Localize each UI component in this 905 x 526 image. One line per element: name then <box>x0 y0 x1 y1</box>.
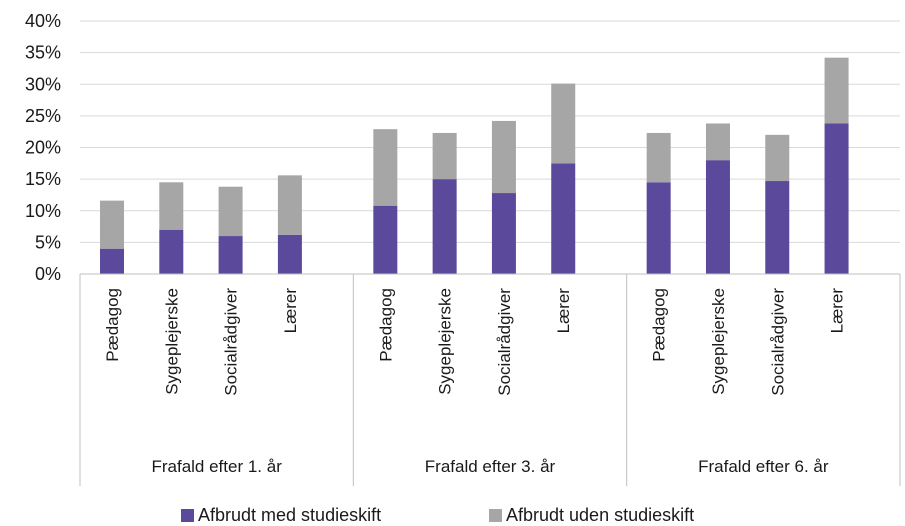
bar-without-change <box>277 175 302 235</box>
group-label: Frafald efter 3. år <box>425 457 556 476</box>
bar-without-change <box>218 186 243 237</box>
category-label: Socialrådgiver <box>495 288 514 396</box>
y-tick-label: 10% <box>25 201 61 221</box>
bar-with-change <box>277 234 302 274</box>
legend: Afbrudt med studieskift Afbrudt uden stud… <box>181 505 694 525</box>
legend-label: Afbrudt med studieskift <box>198 505 381 525</box>
bar-with-change <box>100 248 124 274</box>
category-label: Socialrådgiver <box>768 288 787 396</box>
bar-without-change <box>100 200 124 249</box>
bar-without-change <box>765 134 790 182</box>
category-labels: Pædagog Sygeplejerske Socialrådgiver Lærer P… <box>103 288 847 396</box>
legend-swatch <box>489 509 502 522</box>
y-tick-label: 20% <box>25 138 61 158</box>
category-label: Lærer <box>281 288 300 334</box>
legend-swatch <box>181 509 194 522</box>
group-label: Frafald efter 1. år <box>151 457 282 476</box>
bars <box>100 57 849 274</box>
y-tick-label: 5% <box>35 232 61 252</box>
category-label: Lærer <box>554 288 573 334</box>
bar-without-change <box>432 132 457 180</box>
y-tick-label: 30% <box>25 74 61 94</box>
bar-without-change <box>373 129 398 206</box>
category-label: Sygeplejerske <box>436 288 455 395</box>
bar-with-change <box>646 182 671 274</box>
bar-without-change <box>824 57 849 124</box>
group-labels: Frafald efter 1. år Frafald efter 3. år Fr… <box>151 457 828 476</box>
bar-with-change <box>432 179 457 274</box>
category-label: Sygeplejerske <box>162 288 181 395</box>
bar-with-change <box>491 193 516 274</box>
x-axis <box>79 273 901 486</box>
category-label: Lærer <box>828 288 847 334</box>
category-label: Pædagog <box>650 288 669 362</box>
y-tick-label: 35% <box>25 43 61 63</box>
bar-with-change <box>218 236 243 274</box>
gridlines <box>80 20 900 243</box>
bar-without-change <box>159 182 184 230</box>
bar-without-change <box>705 123 730 161</box>
y-tick-label: 40% <box>25 11 61 31</box>
category-label: Sygeplejerske <box>709 288 728 395</box>
group-label: Frafald efter 6. år <box>698 457 829 476</box>
bar-without-change <box>491 120 516 194</box>
bar-with-change <box>824 123 849 274</box>
bar-with-change <box>765 181 790 274</box>
category-label: Socialrådgiver <box>222 288 241 396</box>
bar-with-change <box>159 229 184 274</box>
y-tick-label: 0% <box>35 264 61 284</box>
legend-label: Afbrudt uden studieskift <box>506 505 694 525</box>
bar-without-change <box>646 132 671 183</box>
bar-with-change <box>551 163 576 274</box>
y-tick-label: 15% <box>25 169 61 189</box>
category-label: Pædagog <box>103 288 122 362</box>
bar-with-change <box>705 160 730 274</box>
bar-with-change <box>373 205 398 274</box>
y-axis-tick-labels: 0% 5% 10% 15% 20% 25% 30% 35% 40% <box>25 11 61 284</box>
category-label: Pædagog <box>376 288 395 362</box>
y-tick-label: 25% <box>25 106 61 126</box>
bar-without-change <box>551 83 576 164</box>
